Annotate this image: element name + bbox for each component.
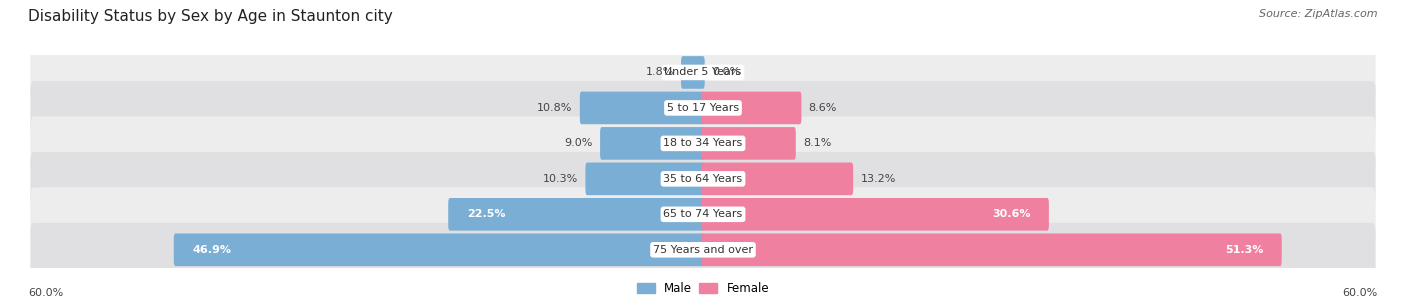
FancyBboxPatch shape — [31, 223, 1375, 277]
Text: 60.0%: 60.0% — [1343, 288, 1378, 298]
Text: 5 to 17 Years: 5 to 17 Years — [666, 103, 740, 113]
Text: 0.0%: 0.0% — [711, 67, 740, 78]
Text: 1.8%: 1.8% — [645, 67, 673, 78]
FancyBboxPatch shape — [585, 163, 704, 195]
FancyBboxPatch shape — [702, 233, 1282, 266]
FancyBboxPatch shape — [31, 152, 1375, 206]
Text: 75 Years and over: 75 Years and over — [652, 245, 754, 255]
FancyBboxPatch shape — [579, 92, 704, 124]
Text: 10.8%: 10.8% — [537, 103, 572, 113]
Text: Source: ZipAtlas.com: Source: ZipAtlas.com — [1260, 9, 1378, 19]
FancyBboxPatch shape — [702, 163, 853, 195]
Text: 35 to 64 Years: 35 to 64 Years — [664, 174, 742, 184]
FancyBboxPatch shape — [31, 187, 1375, 241]
Legend: Male, Female: Male, Female — [633, 278, 773, 300]
Text: 51.3%: 51.3% — [1225, 245, 1263, 255]
Text: 18 to 34 Years: 18 to 34 Years — [664, 138, 742, 148]
FancyBboxPatch shape — [702, 127, 796, 160]
FancyBboxPatch shape — [702, 92, 801, 124]
FancyBboxPatch shape — [31, 81, 1375, 135]
Text: 8.1%: 8.1% — [803, 138, 831, 148]
Text: 30.6%: 30.6% — [991, 209, 1031, 219]
Text: 8.6%: 8.6% — [808, 103, 837, 113]
Text: 46.9%: 46.9% — [193, 245, 232, 255]
Text: 10.3%: 10.3% — [543, 174, 578, 184]
FancyBboxPatch shape — [31, 116, 1375, 170]
Text: 9.0%: 9.0% — [564, 138, 593, 148]
FancyBboxPatch shape — [174, 233, 704, 266]
FancyBboxPatch shape — [702, 198, 1049, 231]
Text: Under 5 Years: Under 5 Years — [665, 67, 741, 78]
Text: 13.2%: 13.2% — [860, 174, 896, 184]
Text: 60.0%: 60.0% — [28, 288, 63, 298]
FancyBboxPatch shape — [31, 46, 1375, 99]
FancyBboxPatch shape — [600, 127, 704, 160]
FancyBboxPatch shape — [449, 198, 704, 231]
Text: 65 to 74 Years: 65 to 74 Years — [664, 209, 742, 219]
FancyBboxPatch shape — [681, 56, 704, 89]
Text: Disability Status by Sex by Age in Staunton city: Disability Status by Sex by Age in Staun… — [28, 9, 392, 24]
Text: 22.5%: 22.5% — [467, 209, 505, 219]
